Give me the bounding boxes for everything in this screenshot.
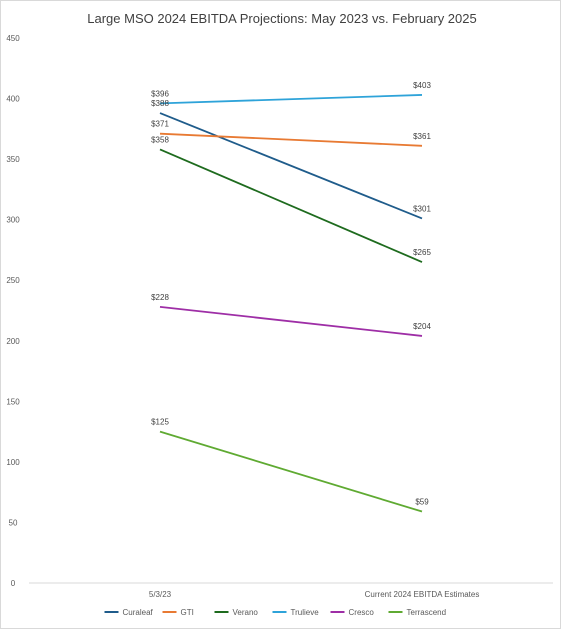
y-tick-label: 400 bbox=[6, 95, 20, 104]
x-tick-label: 5/3/23 bbox=[149, 590, 172, 599]
x-axis: 5/3/23 Current 2024 EBITDA Estimates bbox=[29, 582, 553, 599]
legend-label: Cresco bbox=[349, 608, 375, 617]
data-label: $361 bbox=[413, 132, 431, 141]
legend-item-trulieve: Trulieve bbox=[272, 608, 320, 617]
data-label: $204 bbox=[413, 322, 431, 331]
data-label: $388 bbox=[151, 99, 169, 108]
data-label: $396 bbox=[151, 89, 169, 98]
data-label: $125 bbox=[151, 418, 169, 427]
y-tick-label: 250 bbox=[6, 276, 20, 285]
series-line-trulieve bbox=[159, 94, 423, 105]
chart-title: Large MSO 2024 EBITDA Projections: May 2… bbox=[87, 11, 476, 26]
legend-item-curaleaf: Curaleaf bbox=[104, 608, 154, 617]
legend: Curaleaf GTI Verano Trulieve Cresco Terrascen… bbox=[104, 608, 447, 617]
series-line-verano bbox=[159, 148, 423, 263]
data-label: $358 bbox=[151, 135, 169, 144]
x-tick-label: Current 2024 EBITDA Estimates bbox=[365, 590, 480, 599]
data-label: $301 bbox=[413, 204, 431, 213]
legend-item-terrascend: Terrascend bbox=[388, 608, 447, 617]
y-tick-label: 0 bbox=[11, 579, 16, 588]
series-line-gti bbox=[159, 132, 423, 147]
legend-label: Trulieve bbox=[291, 608, 320, 617]
y-tick-label: 200 bbox=[6, 337, 20, 346]
series-line-curaleaf bbox=[159, 112, 423, 220]
legend-label: Terrascend bbox=[407, 608, 447, 617]
legend-label: Verano bbox=[233, 608, 259, 617]
data-labels: $388 $301 $371 $361 $358 $265 $396 $403 $228 $204… bbox=[151, 81, 431, 507]
y-tick-label: 50 bbox=[9, 518, 18, 527]
data-label: $265 bbox=[413, 248, 431, 257]
y-tick-label: 450 bbox=[6, 34, 20, 43]
y-tick-label: 350 bbox=[6, 155, 20, 164]
y-axis: 0 50 100 150 200 250 300 350 400 450 bbox=[6, 34, 20, 588]
data-label: $59 bbox=[415, 498, 429, 507]
series-group bbox=[159, 94, 423, 513]
series-line-cresco bbox=[159, 305, 423, 337]
series-line-terrascend bbox=[159, 430, 423, 513]
data-label: $228 bbox=[151, 293, 169, 302]
legend-label: Curaleaf bbox=[123, 608, 154, 617]
data-label: $403 bbox=[413, 81, 431, 90]
y-tick-label: 100 bbox=[6, 458, 20, 467]
y-tick-label: 300 bbox=[6, 216, 20, 225]
legend-item-verano: Verano bbox=[214, 608, 259, 617]
data-label: $371 bbox=[151, 120, 169, 129]
legend-item-cresco: Cresco bbox=[330, 608, 375, 617]
y-tick-label: 150 bbox=[6, 397, 20, 406]
legend-label: GTI bbox=[181, 608, 194, 617]
legend-item-gti: GTI bbox=[162, 608, 194, 617]
